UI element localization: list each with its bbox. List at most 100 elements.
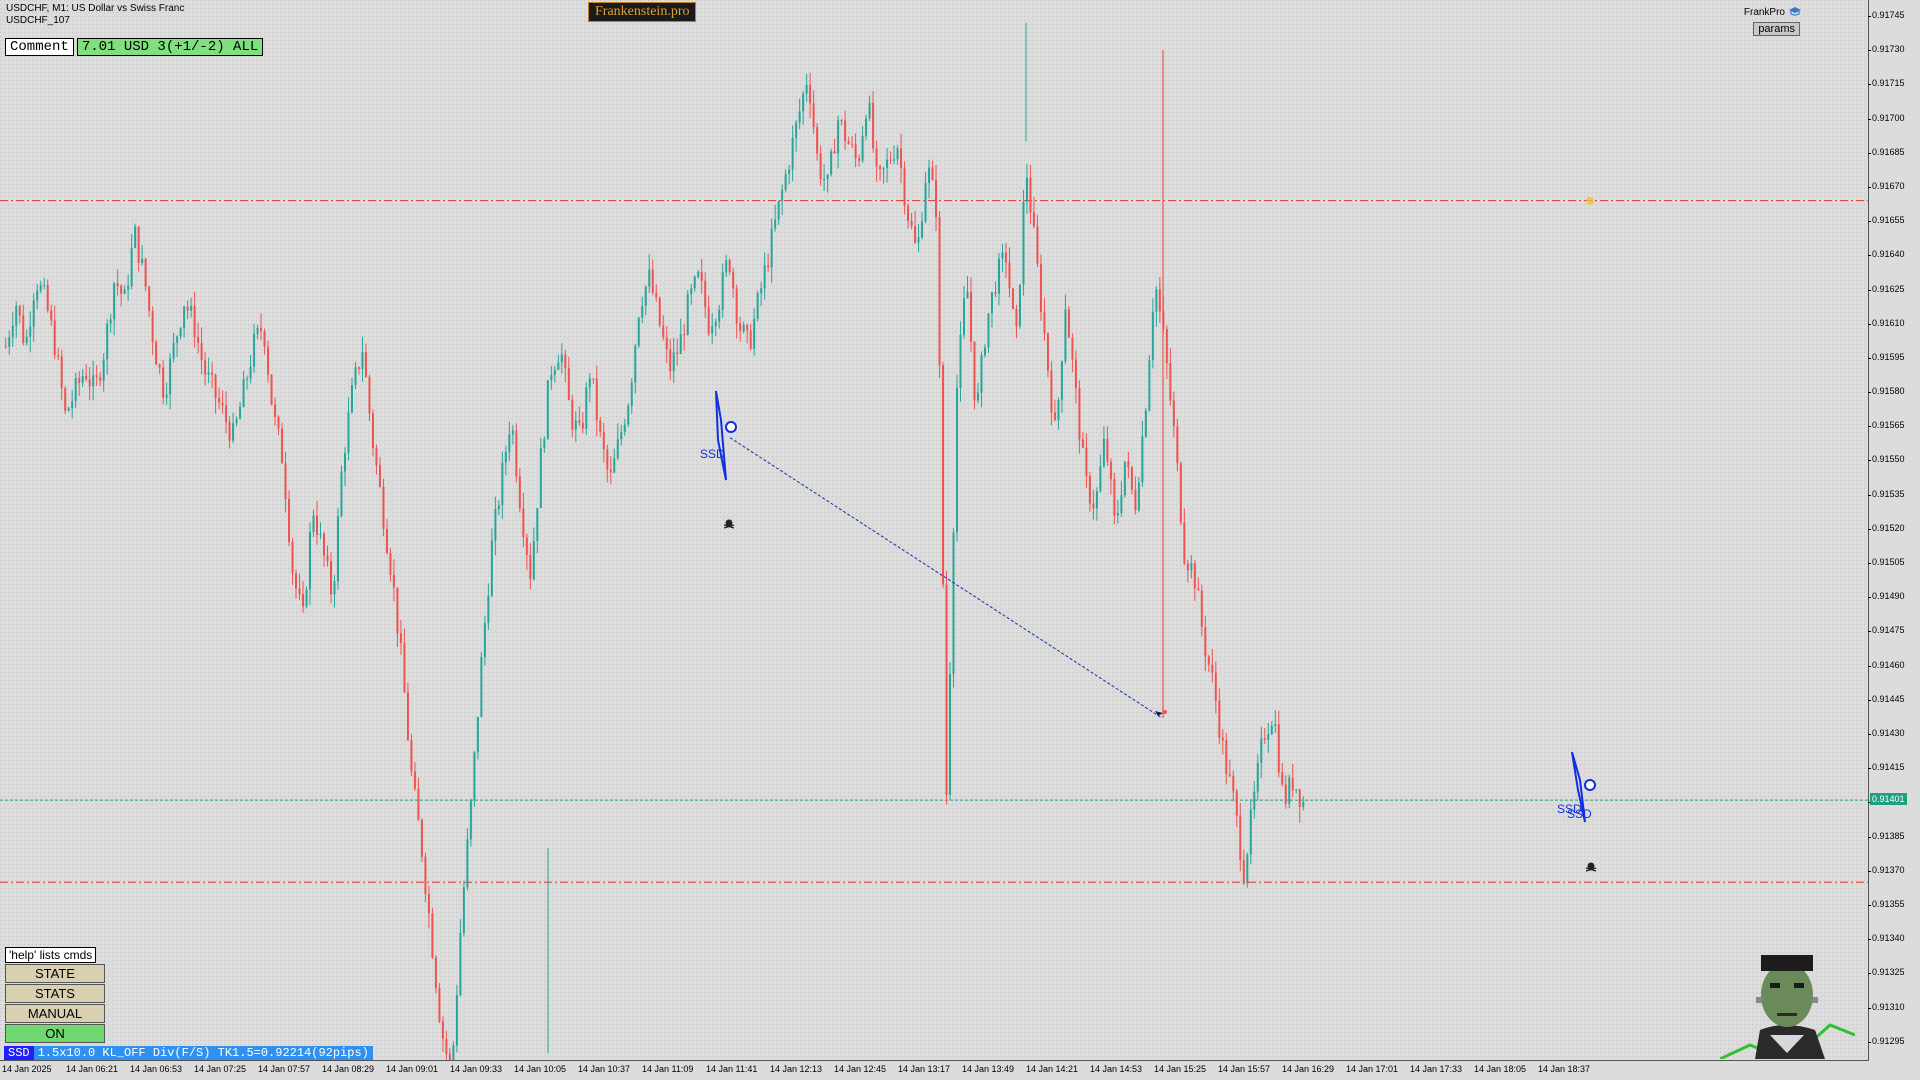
time-axis[interactable]: 14 Jan 2025 14 Jan 06:21 14 Jan 06:53 14 Ja… xyxy=(0,1061,1868,1080)
time-tick-label: 14 Jan 11:09 xyxy=(642,1064,694,1074)
candle-body xyxy=(1046,333,1049,371)
candle-body xyxy=(197,337,200,343)
candle-body xyxy=(256,327,259,334)
candle-body xyxy=(431,913,434,958)
candle-body xyxy=(665,337,668,350)
time-tick-label: 14 Jan 14:53 xyxy=(1090,1064,1143,1074)
time-tick-label: 14 Jan 10:05 xyxy=(514,1064,567,1074)
candle-body xyxy=(1109,461,1112,480)
candle-body xyxy=(246,378,249,380)
candle-body xyxy=(1081,439,1084,448)
candle-body xyxy=(571,400,574,430)
candle-body xyxy=(910,221,913,227)
candle-body xyxy=(858,158,861,161)
candle-body xyxy=(263,331,266,347)
candle-body xyxy=(1197,588,1200,591)
candle-body xyxy=(57,355,60,357)
price-axis[interactable]: 0.91745 0.91730 0.91715 0.91700 0.91685 0.916… xyxy=(1868,0,1920,1060)
candle-body xyxy=(1172,400,1175,427)
time-tick-label: 14 Jan 06:53 xyxy=(130,1064,183,1074)
candle-body xyxy=(1029,177,1032,213)
signal-label: SSD xyxy=(1567,807,1592,821)
candle-body xyxy=(725,260,728,273)
candle-body xyxy=(809,85,812,104)
stats-button[interactable]: STATS xyxy=(5,984,105,1003)
candle-body xyxy=(760,288,763,294)
candle-body xyxy=(71,401,74,409)
candle-body xyxy=(847,141,850,144)
candle-body xyxy=(907,205,910,222)
candle-body xyxy=(15,306,18,326)
entry-marker xyxy=(1163,710,1167,714)
candle-body xyxy=(1137,482,1140,511)
candle-body xyxy=(109,319,112,324)
candle-body xyxy=(480,657,483,717)
candle-body xyxy=(802,93,805,112)
candle-body xyxy=(644,286,647,306)
candle-body xyxy=(469,800,472,840)
candle-body xyxy=(546,380,549,440)
on-toggle-button[interactable]: ON xyxy=(5,1024,105,1043)
candle-body xyxy=(581,422,584,429)
candle-body xyxy=(595,378,598,421)
price-tick-label: 0.91670 xyxy=(1868,180,1905,191)
candle-body xyxy=(501,462,504,506)
candle-body xyxy=(200,342,203,361)
candle-body xyxy=(1186,563,1189,571)
candle-body xyxy=(732,271,735,289)
candle-body xyxy=(865,118,868,136)
candle-body xyxy=(106,323,109,360)
candle-body xyxy=(872,102,875,149)
candle-body xyxy=(693,276,696,289)
candle-body xyxy=(406,692,409,740)
chart-area[interactable]: SSD SSD SSD USDCHF, M1: US Dollar vs Swiss… xyxy=(0,0,1869,1061)
state-button[interactable]: STATE xyxy=(5,964,105,983)
manual-button[interactable]: MANUAL xyxy=(5,1004,105,1023)
candle-body xyxy=(588,378,591,388)
candle-body xyxy=(120,286,123,294)
candle-body xyxy=(739,323,742,332)
candle-body xyxy=(487,595,490,624)
candle-body xyxy=(735,288,738,324)
candle-body xyxy=(1263,738,1266,740)
candle-body xyxy=(214,374,217,398)
candle-body xyxy=(427,894,430,914)
candle-body xyxy=(539,448,542,508)
candle-body xyxy=(176,336,179,343)
candle-body xyxy=(620,431,623,440)
candle-body xyxy=(970,291,973,342)
candle-body xyxy=(774,219,777,229)
candle-body xyxy=(1207,656,1210,665)
candle-body xyxy=(840,120,843,122)
signal-shape xyxy=(715,390,727,481)
candle-body xyxy=(95,375,98,378)
candle-body xyxy=(410,739,413,772)
params-button[interactable]: params xyxy=(1753,22,1800,36)
comment-box: Comment 7.01 USD 3(+1/-2) ALL xyxy=(5,38,264,56)
candle-body xyxy=(599,420,602,432)
candle-body xyxy=(1277,724,1280,773)
candle-body xyxy=(938,217,941,366)
candle-body xyxy=(1281,772,1284,785)
candle-body xyxy=(336,516,339,582)
candle-body xyxy=(980,355,983,393)
candle-body xyxy=(144,258,147,287)
candle-body xyxy=(812,103,815,128)
candle-body xyxy=(1085,447,1088,477)
candle-body xyxy=(413,771,416,789)
current-price-tag: 0.91401 xyxy=(1870,793,1907,806)
candle-body xyxy=(553,369,556,375)
candle-body xyxy=(462,887,465,933)
candle-body xyxy=(1214,672,1217,701)
price-tick-label: 0.91625 xyxy=(1868,283,1905,294)
candle-body xyxy=(134,226,137,248)
signal-node-icon xyxy=(1584,779,1596,791)
candle-body xyxy=(798,111,801,123)
candle-body xyxy=(1151,311,1154,360)
time-tick-label: 14 Jan 06:21 xyxy=(66,1064,119,1074)
strategy-status-bar: SSD 1.5x10.0 KL_OFF Div(F/S) TK1.5=0.922… xyxy=(4,1046,373,1060)
candle-body xyxy=(903,167,906,206)
candle-body xyxy=(658,297,661,326)
price-tick-label: 0.91415 xyxy=(1868,762,1905,773)
